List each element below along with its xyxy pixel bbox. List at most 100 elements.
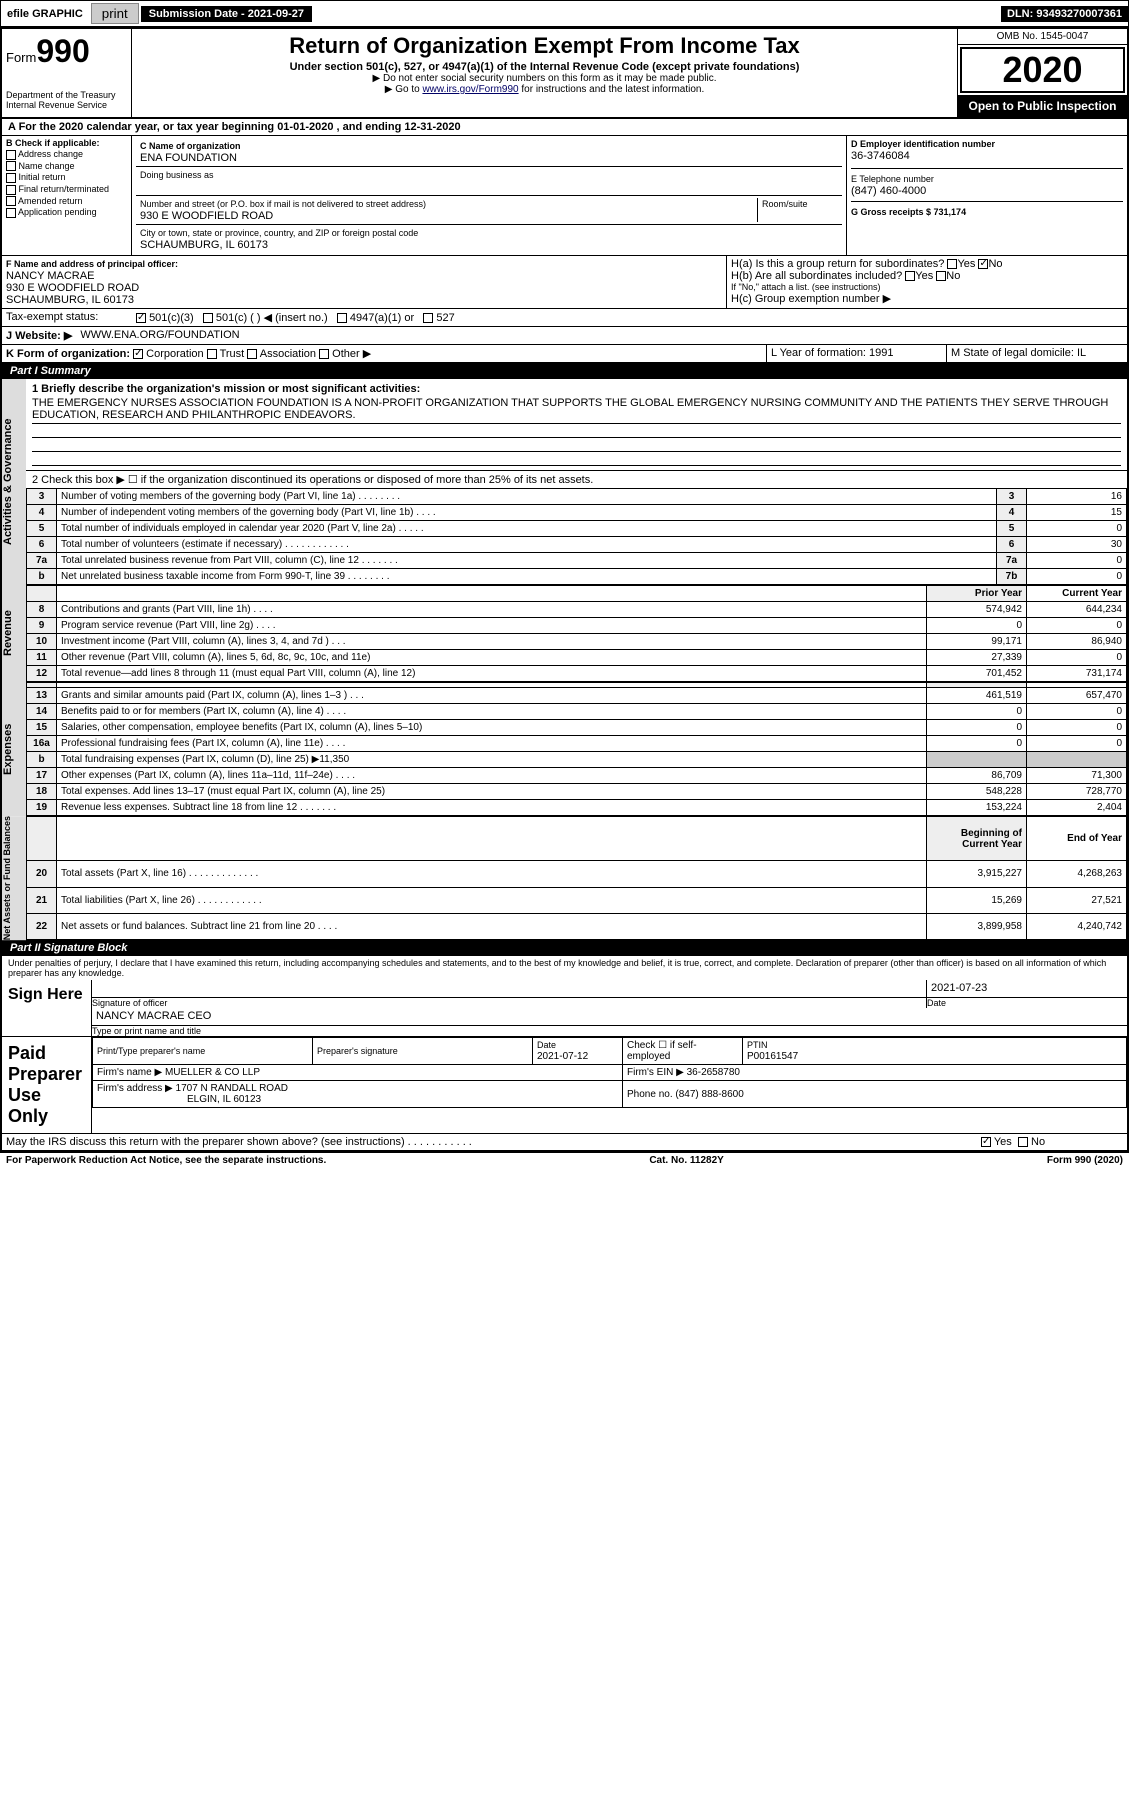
chk-trust[interactable] [207, 349, 217, 359]
table-row: 17Other expenses (Part IX, column (A), l… [27, 768, 1127, 784]
officer-addr: 930 E WOODFIELD ROAD [6, 282, 139, 294]
firm-phone-label: Phone no. [627, 1089, 673, 1100]
gross-receipts: G Gross receipts $ 731,174 [851, 207, 966, 217]
table-row: 18Total expenses. Add lines 13–17 (must … [27, 784, 1127, 800]
addr-label: Number and street (or P.O. box if mail i… [140, 199, 426, 209]
vert-netassets: Net Assets or Fund Balances [2, 816, 26, 940]
part1-header: Part I Summary [2, 363, 1127, 379]
paid-preparer-row: Paid Preparer Use Only Print/Type prepar… [2, 1037, 1127, 1134]
efile-label: efile GRAPHIC [1, 6, 89, 22]
officer-name-title: NANCY MACRAE CEO [92, 1008, 1127, 1026]
chk-501c3[interactable] [136, 313, 146, 323]
revenue-section: Revenue Prior YearCurrent Year8Contribut… [2, 585, 1127, 682]
phone-label: E Telephone number [851, 174, 934, 184]
declaration: Under penalties of perjury, I declare th… [2, 956, 1127, 980]
hb-yes[interactable] [905, 271, 915, 281]
chk-other[interactable] [319, 349, 329, 359]
table-row: 13Grants and similar amounts paid (Part … [27, 688, 1127, 704]
table-row: 22Net assets or fund balances. Subtract … [27, 913, 1127, 939]
org-address: 930 E WOODFIELD ROAD [140, 210, 273, 222]
dept-treasury: Department of the Treasury [6, 90, 127, 100]
form-title: Return of Organization Exempt From Incom… [136, 33, 953, 59]
officer-sig-line [92, 980, 926, 998]
top-bar: efile GRAPHIC print Submission Date - 20… [0, 0, 1129, 27]
ha-yes[interactable] [947, 259, 957, 269]
firm-ein-label: Firm's EIN ▶ [627, 1067, 684, 1078]
chk-527[interactable] [423, 313, 433, 323]
mission-text: THE EMERGENCY NURSES ASSOCIATION FOUNDAT… [32, 395, 1121, 424]
may-irs-no[interactable] [1018, 1137, 1028, 1147]
omb-number: OMB No. 1545-0047 [958, 29, 1127, 45]
row-klm: K Form of organization: Corporation Trus… [2, 345, 1127, 363]
chk-final-return[interactable]: Final return/terminated [6, 184, 127, 195]
page-footer: For Paperwork Reduction Act Notice, see … [0, 1153, 1129, 1168]
officer-name: NANCY MACRAE [6, 270, 94, 282]
table-row: 20Total assets (Part X, line 16) . . . .… [27, 861, 1127, 887]
chk-initial-return[interactable]: Initial return [6, 172, 127, 183]
form-prefix: Form [6, 50, 36, 65]
website-value: WWW.ENA.ORG/FOUNDATION [76, 327, 243, 344]
officer-label: F Name and address of principal officer: [6, 259, 178, 269]
subtitle-2: ▶ Do not enter social security numbers o… [136, 73, 953, 84]
h-note: If "No," attach a list. (see instruction… [731, 282, 1123, 292]
chk-corp[interactable] [133, 349, 143, 359]
hc-label: H(c) Group exemption number ▶ [731, 292, 1123, 305]
ein-value: 36-3746084 [851, 150, 910, 162]
firm-ein: 36-2658780 [687, 1067, 740, 1078]
dba-label: Doing business as [140, 170, 214, 180]
table-row: 3Number of voting members of the governi… [27, 489, 1127, 505]
irs-link[interactable]: www.irs.gov/Form990 [422, 84, 518, 95]
table-row: 12Total revenue—add lines 8 through 11 (… [27, 666, 1127, 682]
irs-label: Internal Revenue Service [6, 100, 127, 110]
public-inspection: Open to Public Inspection [958, 95, 1127, 117]
chk-pending[interactable]: Application pending [6, 207, 127, 218]
box-deg: D Employer identification number36-37460… [847, 136, 1127, 255]
box-c: C Name of organizationENA FOUNDATION Doi… [132, 136, 847, 255]
chk-name-change[interactable]: Name change [6, 161, 127, 172]
table-row: 14Benefits paid to or for members (Part … [27, 704, 1127, 720]
may-irs-yes[interactable] [981, 1137, 991, 1147]
hb-label: H(b) Are all subordinates included? [731, 270, 902, 282]
table-row: 16aProfessional fundraising fees (Part I… [27, 736, 1127, 752]
state-domicile: M State of legal domicile: IL [947, 345, 1127, 362]
table-header: Beginning of Current YearEnd of Year [27, 817, 1127, 861]
table-header: Prior YearCurrent Year [27, 586, 1127, 602]
vert-expenses: Expenses [2, 682, 26, 816]
ha-label: H(a) Is this a group return for subordin… [731, 258, 944, 270]
table-row: 4Number of independent voting members of… [27, 505, 1127, 521]
table-row: 9Program service revenue (Part VIII, lin… [27, 618, 1127, 634]
revenue-table: Prior YearCurrent Year8Contributions and… [26, 585, 1127, 682]
sig-date: 2021-07-23 [927, 980, 1127, 998]
mission-blank1 [32, 424, 1121, 438]
sign-here-row: Sign Here Signature of officer 2021-07-2… [2, 980, 1127, 1037]
row-bcde: B Check if applicable: Address change Na… [2, 136, 1127, 256]
table-row: 10Investment income (Part VIII, column (… [27, 634, 1127, 650]
goto-post: for instructions and the latest informat… [519, 84, 705, 95]
chk-assoc[interactable] [247, 349, 257, 359]
form-number: 990 [36, 33, 89, 69]
chk-4947[interactable] [337, 313, 347, 323]
ha-no[interactable] [978, 259, 988, 269]
firm-city: ELGIN, IL 60123 [187, 1094, 261, 1105]
form-org-label: K Form of organization: [6, 348, 130, 360]
chk-amended[interactable]: Amended return [6, 196, 127, 207]
footer-left: For Paperwork Reduction Act Notice, see … [6, 1155, 326, 1166]
chk-address-change[interactable]: Address change [6, 149, 127, 160]
row-website: J Website: ▶ WWW.ENA.ORG/FOUNDATION [2, 327, 1127, 345]
mission-blank2 [32, 438, 1121, 452]
may-irs-label: May the IRS discuss this return with the… [2, 1134, 977, 1150]
print-button[interactable]: print [91, 3, 139, 24]
chk-501c[interactable] [203, 313, 213, 323]
org-city: SCHAUMBURG, IL 60173 [140, 239, 268, 251]
form-990: Form990 Department of the Treasury Inter… [0, 27, 1129, 1153]
hb-no[interactable] [936, 271, 946, 281]
tax-year: 2020 [960, 47, 1125, 93]
firm-addr: 1707 N RANDALL ROAD [176, 1083, 288, 1094]
table-row: 8Contributions and grants (Part VIII, li… [27, 602, 1127, 618]
part1-body: Activities & Governance 1 Briefly descri… [2, 379, 1127, 585]
table-row: 11Other revenue (Part VIII, column (A), … [27, 650, 1127, 666]
prep-date: 2021-07-12 [537, 1051, 588, 1062]
mission-block: 1 Briefly describe the organization's mi… [26, 379, 1127, 471]
table-row: 7aTotal unrelated business revenue from … [27, 553, 1127, 569]
expenses-table: 13Grants and similar amounts paid (Part … [26, 682, 1127, 816]
